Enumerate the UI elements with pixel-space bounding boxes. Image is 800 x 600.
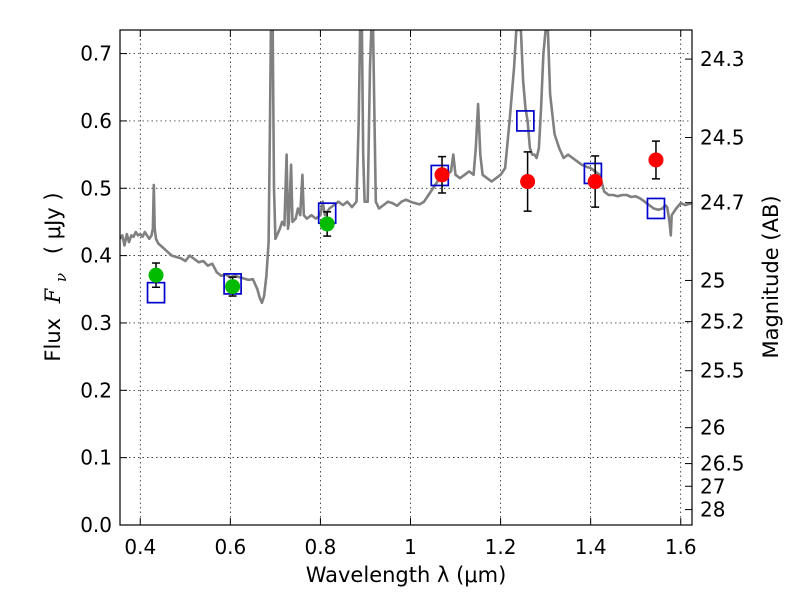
magnitude-tick-label: 27 [700,474,725,498]
magnitude-tick-label: 25.5 [700,359,745,383]
x-tick-label: 0.4 [124,535,156,559]
magnitude-tick-label: 26 [700,416,725,440]
magnitude-tick-label: 24.3 [700,47,745,71]
x-tick-label: 0.6 [214,535,246,559]
model-spectrum-line [120,30,692,305]
model-photometry-square [516,110,535,132]
x-tick-label: 1 [404,535,417,559]
y-tick-label: 0.2 [80,378,112,402]
x-tick-label: 0.8 [305,535,337,559]
magnitude-tick-label: 24.7 [700,191,745,215]
grid-lines [120,30,692,526]
y-axis-label-prefix: Flux [41,318,65,362]
y-tick-label: 0.0 [80,513,112,537]
x-tick-label: 1.2 [485,535,517,559]
observed-optical-point [225,279,241,295]
x-axis-label: Wavelength λ (μm) [306,563,507,587]
magnitude-tick-label: 26.5 [700,452,745,476]
x-tick-label: 1.4 [575,535,607,559]
observed-optical-point [148,267,164,283]
y-tick-label: 0.4 [80,244,112,268]
observed-optical-point [319,216,335,232]
axis-ticks: 0.4 0.6 0.8 1 1.2 1.4 1.6 0.0 0.1 0.2 0.3 0.4 0.5 0.6… [80,30,745,559]
y-axis-label: Flux F ν ( μJy ) [41,192,71,361]
observed-nir-point [587,174,603,190]
y-tick-label: 0.6 [80,109,112,133]
y-axis-label-symbol: F [41,287,65,304]
x-tick-label: 1.6 [665,535,697,559]
y-tick-label: 0.3 [80,311,112,335]
y-tick-label: 0.1 [80,446,112,470]
y-axis-label-unit: ( μJy ) [41,192,65,254]
magnitude-tick-label: 25 [700,268,725,292]
plot-frame [119,29,693,526]
plot-area [120,30,692,305]
right-axis-label: Magnitude (AB) [759,195,783,358]
magnitude-tick-label: 28 [700,498,725,522]
y-tick-label: 0.5 [80,176,112,200]
model-photometry-square [646,197,666,220]
magnitude-tick-label: 24.5 [700,125,745,149]
observed-nir-point [520,174,536,190]
y-axis-label-subscript: ν [52,273,70,282]
magnitude-tick-label: 25.2 [700,310,745,334]
svg-text:Flux F ν ( μ: Flux F ν ( μJy ) [41,192,71,361]
observed-nir-point [434,167,450,183]
y-tick-label: 0.7 [80,42,112,66]
observed-nir-point [648,152,664,168]
